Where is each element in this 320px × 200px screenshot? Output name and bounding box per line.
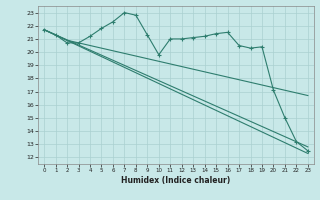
X-axis label: Humidex (Indice chaleur): Humidex (Indice chaleur) [121,176,231,185]
